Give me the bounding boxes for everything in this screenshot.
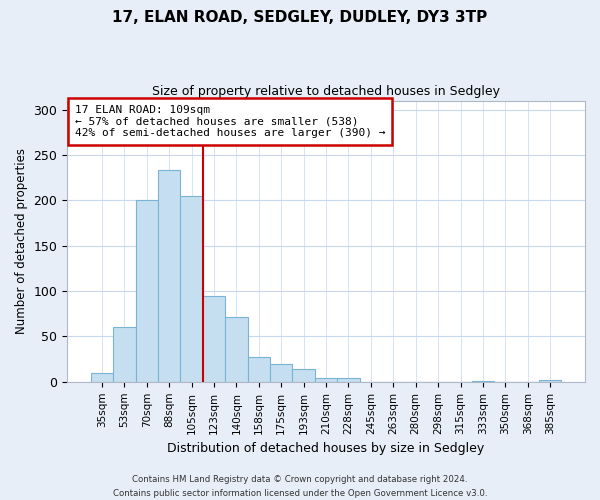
Bar (136, 200, 158, 382)
Bar (270, 364, 292, 382)
X-axis label: Distribution of detached houses by size in Sedgley: Distribution of detached houses by size … (167, 442, 485, 455)
Bar (248, 358, 270, 382)
Bar (472, 381, 494, 382)
Text: Contains HM Land Registry data © Crown copyright and database right 2024.
Contai: Contains HM Land Registry data © Crown c… (113, 476, 487, 498)
Bar (337, 378, 360, 382)
Bar (158, 170, 181, 382)
Title: Size of property relative to detached houses in Sedgley: Size of property relative to detached ho… (152, 85, 500, 98)
Bar (203, 296, 225, 382)
Bar (292, 369, 315, 382)
Y-axis label: Number of detached properties: Number of detached properties (15, 148, 28, 334)
Bar (91, 372, 113, 382)
Bar (113, 328, 136, 382)
Bar (539, 380, 562, 382)
Text: 17 ELAN ROAD: 109sqm
← 57% of detached houses are smaller (538)
42% of semi-deta: 17 ELAN ROAD: 109sqm ← 57% of detached h… (75, 105, 385, 138)
Bar (181, 196, 203, 382)
Text: 17, ELAN ROAD, SEDGLEY, DUDLEY, DY3 3TP: 17, ELAN ROAD, SEDGLEY, DUDLEY, DY3 3TP (112, 10, 488, 25)
Bar (225, 318, 248, 382)
Bar (315, 378, 337, 382)
